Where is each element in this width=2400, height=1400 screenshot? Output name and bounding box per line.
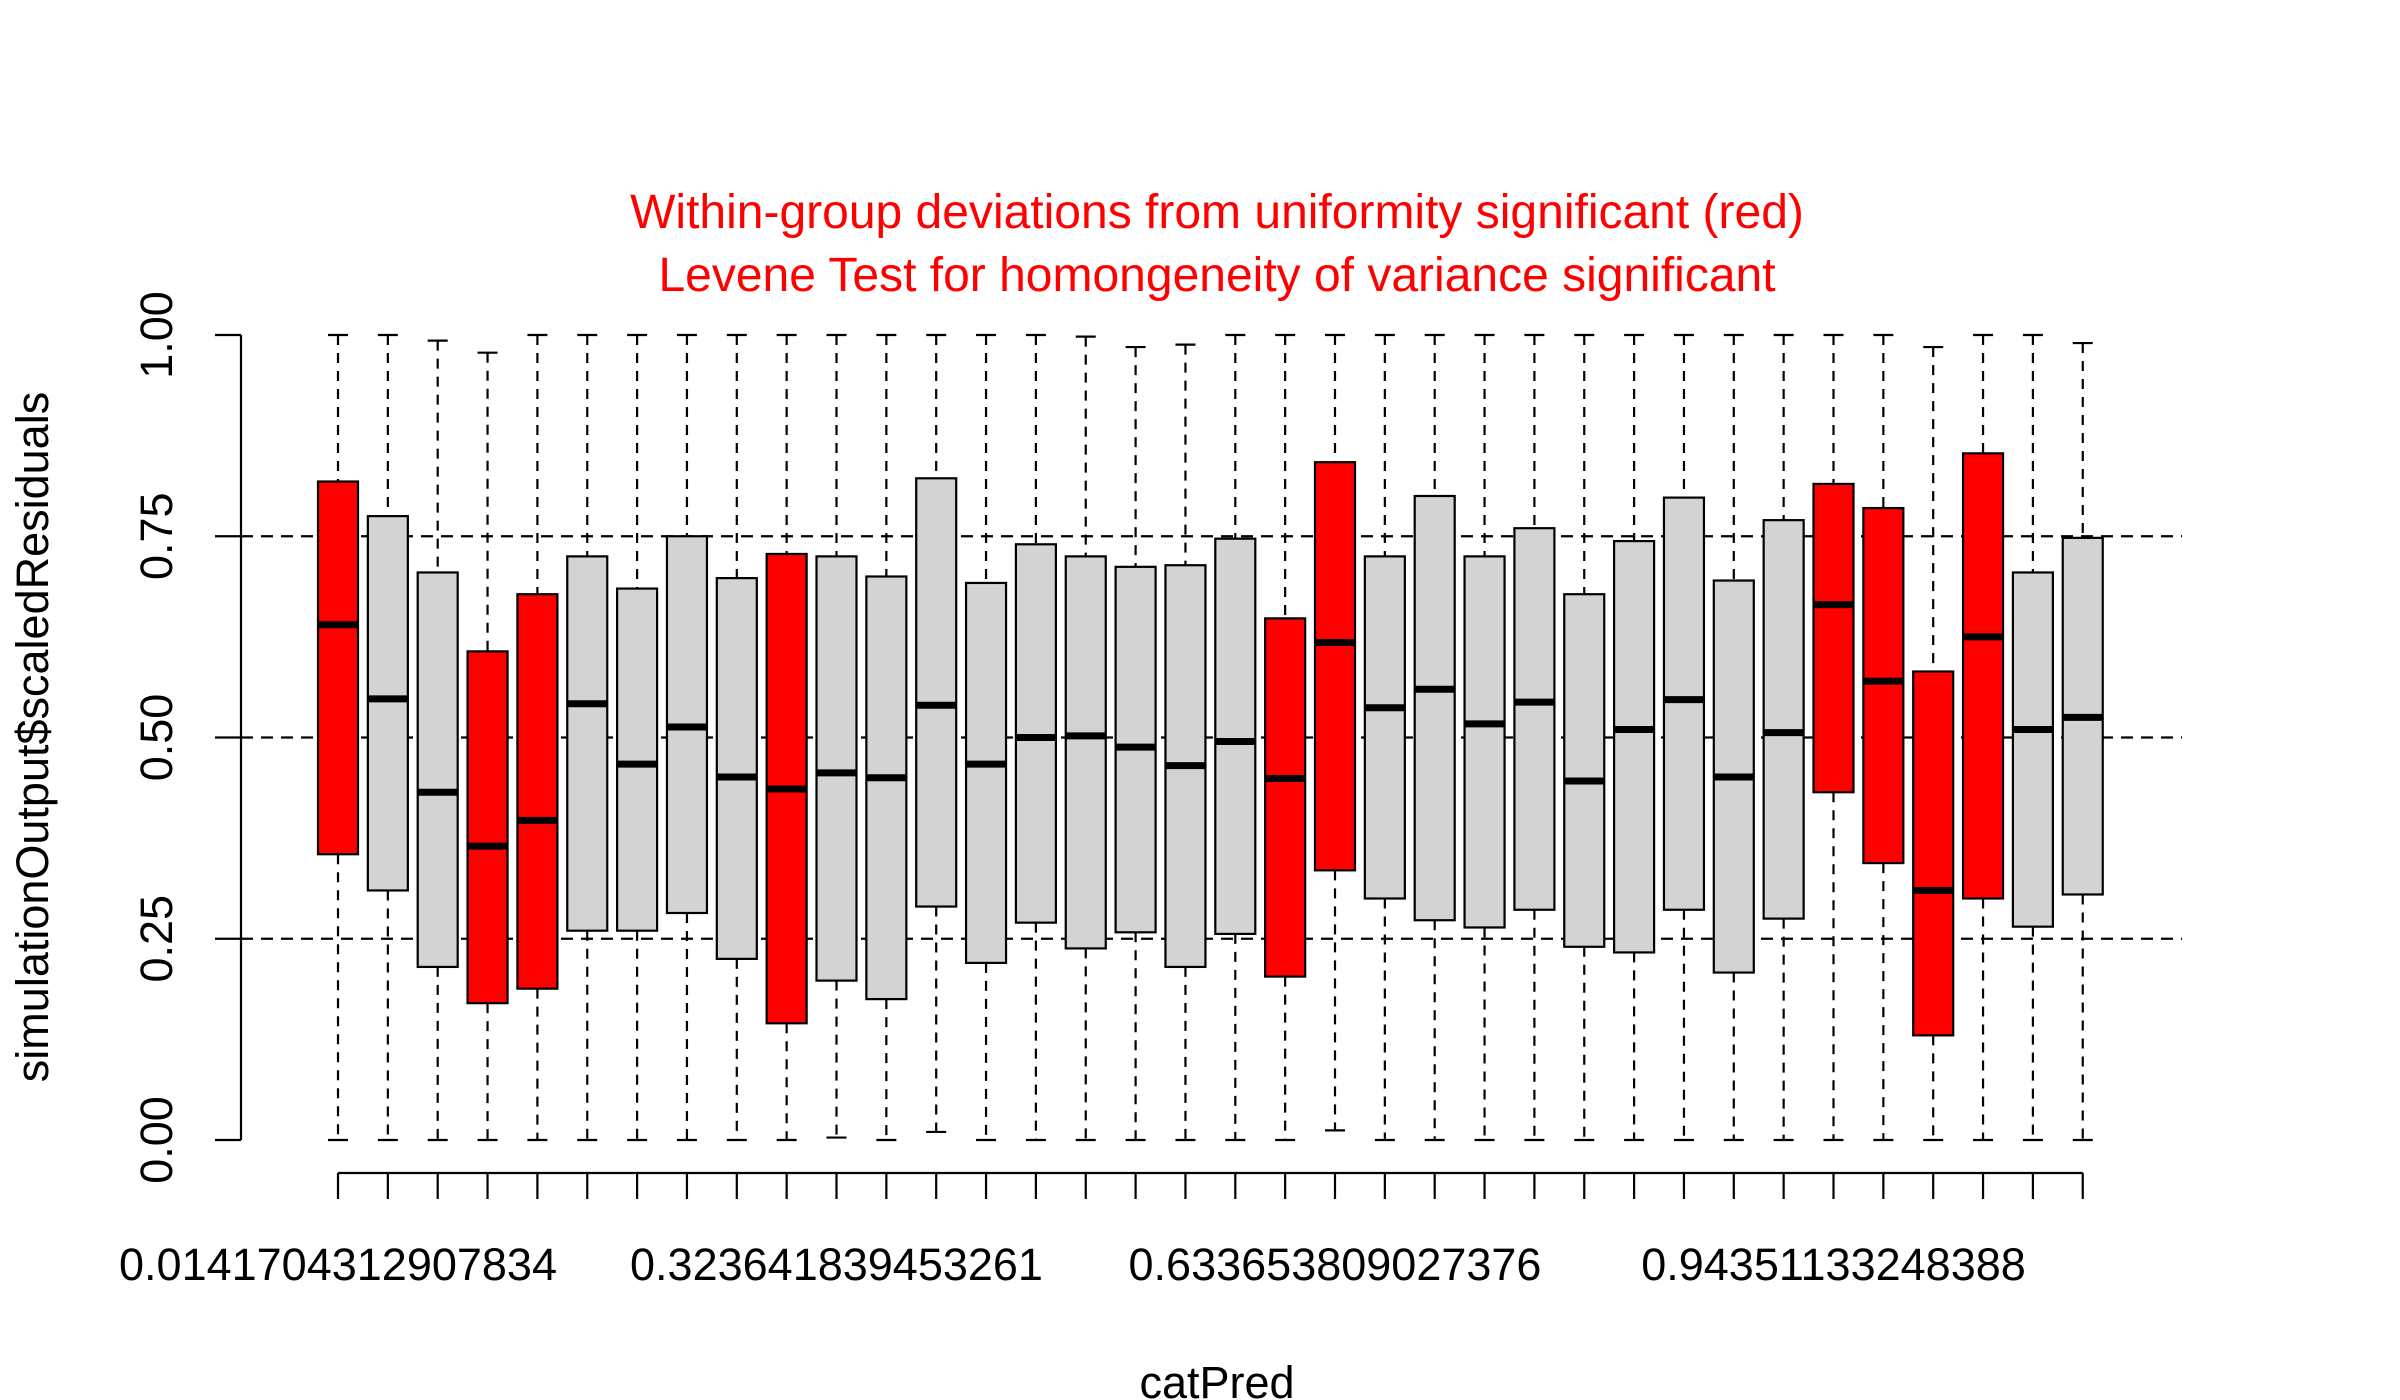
- y-axis: 0.00 0.25 0.50 0.75 1.00: [131, 291, 243, 1184]
- iqr-box: [1762, 519, 1805, 920]
- chart-title-line-2: Levene Test for homongeneity of variance…: [658, 249, 1775, 302]
- reference-lines: [241, 535, 2182, 940]
- y-tick-label-4: 1.00: [131, 291, 182, 379]
- iqr-box: [1563, 593, 1606, 948]
- box-35: [2011, 333, 2055, 1142]
- box-28: [1662, 333, 1706, 1142]
- chart-title: Within-group deviations from uniformity …: [630, 186, 1804, 302]
- iqr-box: [366, 515, 409, 892]
- box-6: [566, 333, 609, 1142]
- box-25: [1513, 333, 1556, 1142]
- box-16: [1064, 335, 1107, 1142]
- iqr-box: [964, 581, 1008, 964]
- x-axis: 0.0141704312907834 0.323641839453261 0.633…: [119, 1171, 2084, 1290]
- box-36: [2061, 341, 2104, 1142]
- iqr-box: [1662, 496, 1706, 911]
- box-24: [1463, 333, 1506, 1142]
- y-tick-label-2: 0.50: [131, 694, 182, 782]
- iqr-box: [566, 555, 609, 932]
- box-33: [1912, 345, 1955, 1142]
- box-3: [416, 339, 459, 1142]
- iqr-box: [1313, 461, 1357, 872]
- iqr-box: [715, 577, 758, 960]
- box-5: [516, 333, 559, 1142]
- y-axis-label: simulationOutput$scaledResiduals: [7, 392, 58, 1082]
- x-tick-label-3: 0.94351133248388: [1641, 1239, 2026, 1290]
- y-tick-label-1: 0.25: [131, 895, 182, 983]
- box-series: [316, 333, 2104, 1142]
- iqr-box: [1413, 494, 1456, 922]
- iqr-box: [815, 555, 858, 982]
- iqr-box: [1812, 482, 1855, 794]
- iqr-box: [915, 477, 958, 908]
- y-tick-label-0: 0.00: [131, 1096, 182, 1184]
- iqr-box: [516, 593, 559, 990]
- box-27: [1612, 333, 1656, 1142]
- iqr-box: [1513, 527, 1556, 911]
- y-tick-label-3: 0.75: [131, 492, 182, 580]
- box-9: [715, 333, 758, 1142]
- iqr-box: [865, 575, 908, 1001]
- iqr-box: [1961, 452, 2005, 900]
- box-2: [366, 333, 409, 1142]
- box-8: [665, 333, 709, 1142]
- iqr-box: [1912, 670, 1955, 1037]
- box-7: [615, 333, 659, 1142]
- box-10: [765, 333, 808, 1142]
- box-23: [1413, 333, 1456, 1142]
- box-26: [1563, 333, 1606, 1142]
- iqr-box: [1264, 617, 1307, 978]
- box-1: [316, 333, 360, 1142]
- box-15: [1014, 333, 1058, 1142]
- iqr-box: [1463, 555, 1506, 929]
- box-4: [466, 351, 509, 1142]
- box-34: [1961, 333, 2005, 1142]
- box-14: [964, 333, 1008, 1142]
- box-22: [1363, 333, 1406, 1142]
- iqr-box: [1612, 539, 1656, 954]
- iqr-box: [1064, 555, 1107, 950]
- x-tick-label-0: 0.0141704312907834: [119, 1239, 557, 1290]
- box-11: [815, 333, 858, 1139]
- iqr-box: [1214, 537, 1257, 936]
- box-12: [865, 333, 908, 1142]
- box-19: [1214, 333, 1257, 1142]
- box-29: [1712, 333, 1755, 1142]
- x-tick-label-1: 0.323641839453261: [630, 1239, 1043, 1290]
- box-21: [1313, 333, 1357, 1132]
- iqr-box: [466, 650, 509, 1005]
- x-axis-label: catPred: [1139, 1357, 1294, 1400]
- iqr-box: [2011, 571, 2055, 928]
- x-tick-label-2: 0.633653809027376: [1129, 1239, 1542, 1290]
- box-30: [1762, 333, 1805, 1142]
- chart-title-line-1: Within-group deviations from uniformity …: [630, 186, 1804, 239]
- box-20: [1264, 333, 1307, 1142]
- box-13: [915, 333, 958, 1134]
- box-17: [1114, 345, 1157, 1142]
- iqr-box: [1363, 555, 1406, 900]
- box-31: [1812, 333, 1855, 1142]
- iqr-box: [1862, 506, 1905, 865]
- box-32: [1862, 333, 1905, 1142]
- iqr-box: [615, 587, 659, 932]
- iqr-box: [416, 571, 459, 969]
- box-18: [1164, 343, 1207, 1142]
- iqr-box: [1014, 543, 1058, 924]
- iqr-box: [316, 480, 360, 856]
